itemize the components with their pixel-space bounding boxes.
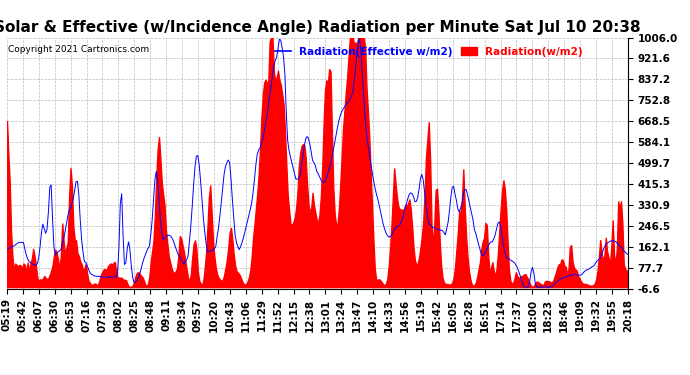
Text: Copyright 2021 Cartronics.com: Copyright 2021 Cartronics.com: [8, 45, 148, 54]
Title: Solar & Effective (w/Incidence Angle) Radiation per Minute Sat Jul 10 20:38: Solar & Effective (w/Incidence Angle) Ra…: [0, 20, 641, 35]
Legend: Radiation(Effective w/m2), Radiation(w/m2): Radiation(Effective w/m2), Radiation(w/m…: [271, 43, 587, 61]
